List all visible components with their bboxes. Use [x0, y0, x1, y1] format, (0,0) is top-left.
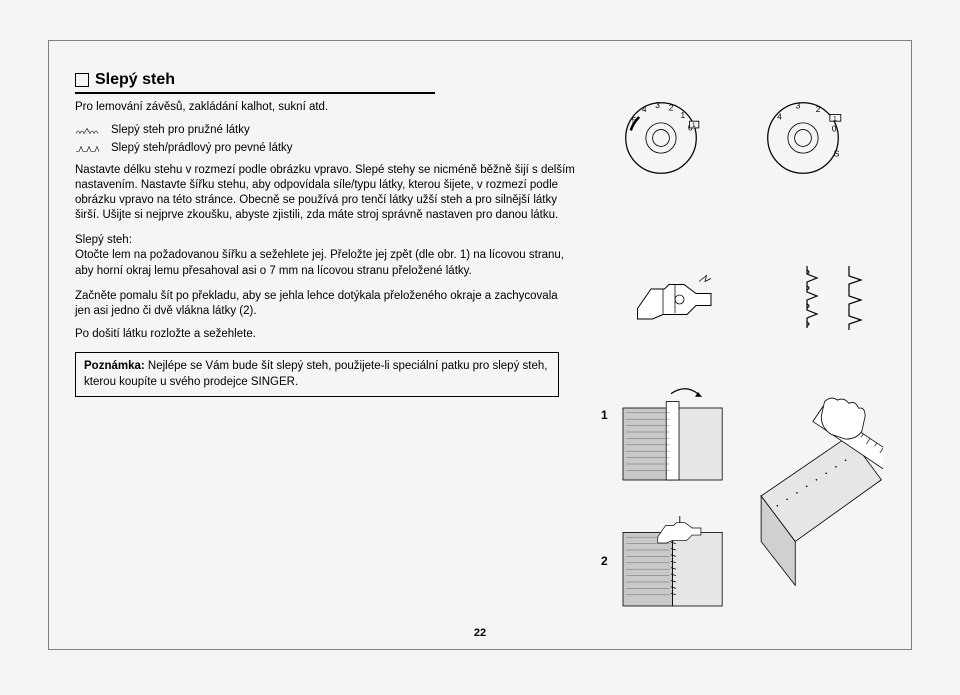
figures-column: 5 4 3 2 1 0 1 4 3 2 0 S — [593, 96, 883, 616]
fold-step1-icon — [615, 381, 743, 491]
svg-text:1: 1 — [681, 110, 686, 120]
svg-text:2: 2 — [816, 104, 821, 114]
blind-stitch-woven-icon — [75, 143, 105, 155]
checkbox-icon — [75, 73, 89, 87]
note-box: Poznámka: Nejlépe se Vám bude šít slepý … — [75, 352, 559, 396]
section-title-row: Slepý steh — [75, 69, 435, 94]
fold-step2-icon — [615, 516, 743, 616]
svg-text:4: 4 — [777, 112, 782, 122]
svg-text:S: S — [834, 148, 840, 158]
stitch-sample-stretch-icon — [803, 264, 823, 332]
subheading: Slepý steh: — [75, 234, 132, 246]
stitch-width-dial-icon: 4 3 2 0 S 1 — [761, 96, 845, 180]
stitch-type-label: Slepý steh/prádlový pro pevné látky — [111, 141, 293, 156]
body-paragraph-2: Slepý steh: Otočte lem na požadovanou ší… — [75, 233, 575, 279]
body-paragraph-3: Začněte pomalu šít po překladu, aby se j… — [75, 289, 575, 319]
section-title: Slepý steh — [95, 69, 175, 90]
svg-text:1: 1 — [692, 122, 696, 129]
note-body: Nejlépe se Vám bude šít slepý steh, použ… — [84, 360, 547, 387]
svg-text:3: 3 — [796, 101, 801, 111]
page-number: 22 — [49, 627, 911, 639]
body-paragraph-4: Po došití látku rozložte a sežehlete. — [75, 327, 575, 342]
stitch-type-row: Slepý steh/prádlový pro pevné látky — [75, 141, 575, 156]
stitch-type-label: Slepý steh pro pružné látky — [111, 123, 250, 138]
svg-text:0: 0 — [832, 123, 837, 133]
note-title: Poznámka: — [84, 360, 145, 372]
stitch-length-dial-icon: 5 4 3 2 1 0 1 — [619, 96, 703, 180]
figure-label-2: 2 — [601, 554, 608, 568]
svg-text:4: 4 — [642, 104, 647, 114]
svg-text:2: 2 — [669, 102, 674, 112]
stitch-type-row: Slepý steh pro pružné látky — [75, 123, 575, 138]
manual-page: Slepý steh Pro lemování závěsů, zakládán… — [48, 40, 912, 650]
svg-text:1: 1 — [833, 115, 837, 122]
blind-stitch-stretch-icon — [75, 125, 105, 137]
hand-ruler-icon — [753, 396, 883, 596]
body-paragraph-1: Nastavte délku stehu v rozmezí podle obr… — [75, 163, 575, 224]
stitch-sample-woven-icon — [845, 264, 865, 332]
body-text: Otočte lem na požadovanou šířku a sežehl… — [75, 249, 564, 276]
text-column: Slepý steh Pro lemování závěsů, zakládán… — [75, 69, 575, 397]
figure-label-1: 1 — [601, 408, 608, 422]
intro-text: Pro lemování závěsů, zakládání kalhot, s… — [75, 100, 575, 115]
stitch-sample-icons — [803, 264, 873, 332]
presser-foot-icon — [629, 271, 721, 331]
svg-text:3: 3 — [655, 100, 660, 110]
